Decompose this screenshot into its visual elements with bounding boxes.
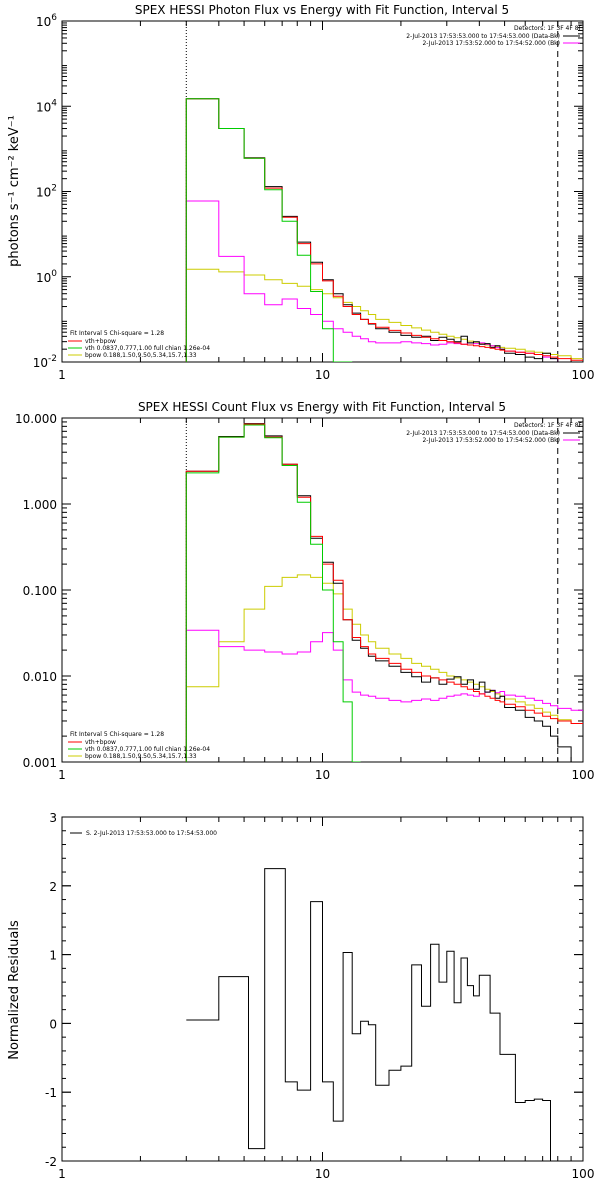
photon-flux-series-3 (185, 98, 583, 362)
photon-flux-xtick-label: 1 (58, 368, 66, 382)
residuals-legend: S. 2-Jul-2013 17:53:53.000 to 17:54:53.0… (70, 830, 217, 837)
photon-flux-ytick-label: 106 (36, 13, 57, 29)
count-flux-detectors-label: Detectors: 1F 3F 4F 8F (514, 422, 583, 429)
residuals-plot-area: 1 10 100 -2 -1 0 1 2 3 (45, 811, 594, 1181)
count-flux-plot-area: 1 10 100 0.001 0.010 0.100 1.000 10.000 (15, 412, 594, 782)
count-flux-ytick-label: 0.001 (23, 756, 57, 770)
photon-flux-legend-vthbpow: vth+bpow (85, 338, 116, 345)
photon-flux-legend-left: Fit Interval 5 Chi-square = 1.28 vth+bpo… (68, 330, 210, 359)
residuals-xtick-label: 1 (58, 1167, 66, 1181)
photon-flux-series-1 (185, 98, 353, 362)
photon-flux-series-2 (185, 268, 583, 362)
count-flux-legend-left: Fit Interval 5 Chi-square = 1.28 vth+bpo… (68, 731, 210, 760)
photon-flux-panel: SPEX HESSI Photon Flux vs Energy with Fi… (7, 3, 594, 382)
photon-flux-ytick-label: 10-2 (33, 354, 57, 370)
count-flux-xtick-label: 100 (572, 768, 595, 782)
residuals-legend-label: S. 2-Jul-2013 17:53:53.000 to 17:54:53.0… (86, 830, 217, 837)
count-flux-legend-data-bk: 2-Jul-2013 17:53:53.000 to 17:54:53.000 … (406, 430, 560, 437)
photon-flux-fit-header: Fit Interval 5 Chi-square = 1.28 (70, 330, 164, 337)
count-flux-ytick-label: 10.000 (15, 412, 57, 426)
photon-flux-ytick-exponent: 6 (51, 13, 57, 23)
count-flux-xtick-label: 10 (315, 768, 330, 782)
count-flux-series-4 (185, 629, 583, 762)
residuals-ylabel: Normalized Residuals (7, 920, 22, 1060)
count-flux-legend-bk: 2-Jul-2013 17:53:52.000 to 17:54:52.000 … (422, 437, 560, 444)
residuals-panel: Normalized Residuals 1 10 100 -2 -1 0 1 2 3 S. 2… (7, 811, 594, 1181)
count-flux-series-2 (185, 574, 583, 762)
photon-flux-ytick-exponent: 2 (51, 184, 57, 194)
photon-flux-ytick-label: 102 (36, 184, 57, 200)
count-flux-legend-right: Detectors: 1F 3F 4F 8F 2-Jul-2013 17:53:… (406, 422, 582, 444)
photon-flux-series-0 (185, 98, 583, 362)
count-flux-series-0 (185, 423, 583, 762)
photon-flux-legend-right: Detectors: 1F 3F 4F 8F 2-Jul-2013 17:53:… (406, 25, 582, 47)
photon-flux-detectors-label: Detectors: 1F 3F 4F 8F (514, 25, 583, 32)
residuals-ytick-label: 3 (49, 811, 57, 825)
count-flux-legend-bpow: bpow 0.188,1.50,9.50,5.34,15.7,1.33 (85, 753, 197, 760)
photon-flux-ytick-label: 100 (36, 269, 57, 285)
residuals-ytick-label: 1 (49, 949, 57, 963)
residuals-xtick-label: 10 (315, 1167, 330, 1181)
count-flux-series-1 (185, 424, 361, 762)
photon-flux-legend-data-bk: 2-Jul-2013 17:53:53.000 to 17:54:53.000 … (406, 33, 560, 40)
count-flux-ytick-label: 0.100 (23, 584, 57, 598)
photon-flux-ylabel: photons s⁻¹ cm⁻² keV⁻¹ (7, 115, 22, 267)
count-flux-fit-header: Fit Interval 5 Chi-square = 1.28 (70, 731, 164, 738)
photon-flux-ytick-exponent: -2 (48, 354, 57, 364)
photon-flux-ytick-label: 104 (36, 98, 57, 114)
photon-flux-ytick-exponent: 4 (51, 98, 57, 108)
count-flux-series-3 (185, 423, 583, 762)
photon-flux-legend-bpow: bpow 0.188,1.50,9.50,5.34,15.7,1.33 (85, 352, 197, 359)
count-flux-xtick-label: 1 (58, 768, 66, 782)
count-flux-panel: SPEX HESSI Count Flux vs Energy with Fit… (15, 400, 594, 782)
count-flux-ytick-label: 1.000 (23, 498, 57, 512)
count-flux-legend-vthbpow: vth+bpow (85, 739, 116, 746)
residuals-ytick-label: 0 (49, 1017, 57, 1031)
photon-flux-ytick-exponent: 0 (51, 269, 57, 279)
photon-flux-legend-bk: 2-Jul-2013 17:53:52.000 to 17:54:52.000 … (422, 40, 560, 47)
photon-flux-xtick-label: 10 (315, 368, 330, 382)
photon-flux-plot-area: 1 10 100 10-2 100 102 104 106 (33, 13, 595, 382)
count-flux-legend-vth: vth 0.0837,0.777,1.00 full chian 1.26e-0… (85, 746, 210, 753)
residuals-xtick-label: 100 (572, 1167, 595, 1181)
residuals-ytick-label: -2 (45, 1155, 57, 1169)
photon-flux-xtick-label: 100 (572, 368, 595, 382)
count-flux-title: SPEX HESSI Count Flux vs Energy with Fit… (138, 400, 506, 414)
photon-flux-series-4 (185, 200, 583, 362)
photon-flux-title: SPEX HESSI Photon Flux vs Energy with Fi… (135, 3, 509, 17)
count-flux-ytick-label: 0.010 (23, 670, 57, 684)
photon-flux-legend-vth: vth 0.0837,0.777,1.00 full chian 1.26e-0… (85, 345, 210, 352)
residuals-series-0 (186, 868, 558, 1161)
residuals-ytick-label: 2 (49, 880, 57, 894)
residuals-ytick-label: -1 (45, 1086, 57, 1100)
